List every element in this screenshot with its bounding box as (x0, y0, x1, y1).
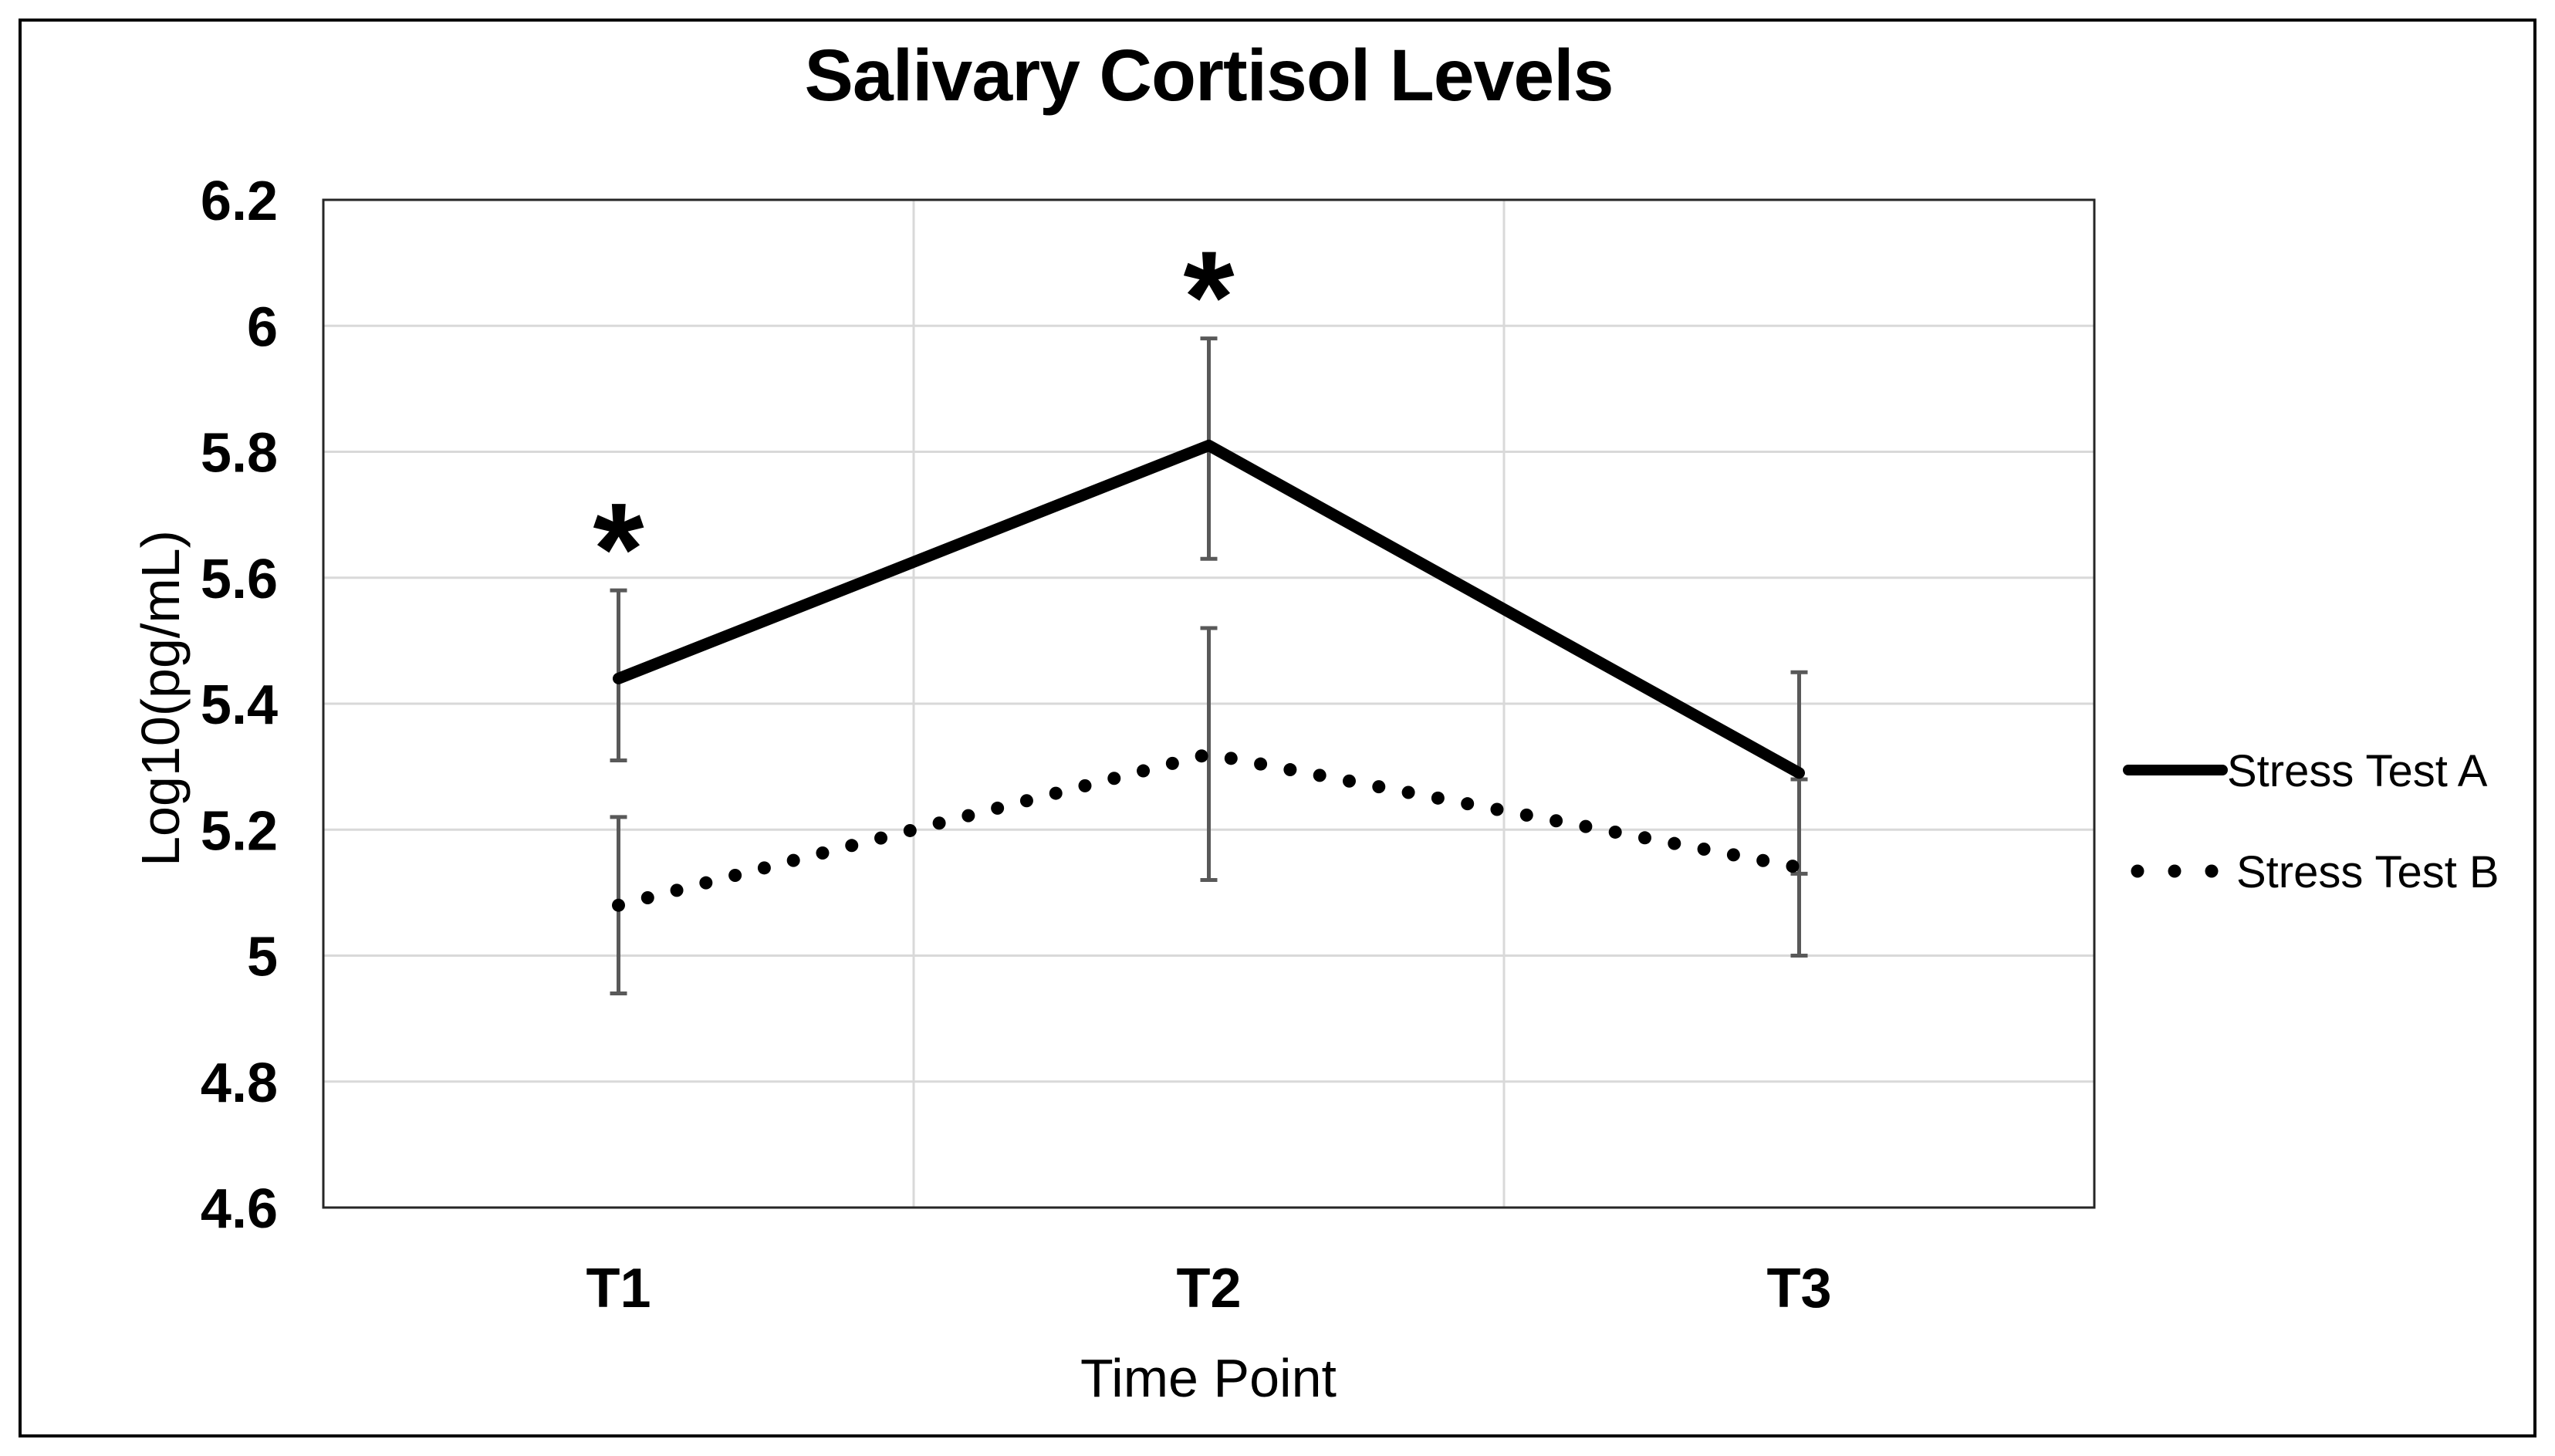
y-tick-label-6-2: 6.2 (201, 171, 278, 232)
chart-title: Salivary Cortisol Levels (804, 35, 1614, 117)
y-tick-label-5-2: 5.2 (201, 800, 278, 862)
error-bars (610, 336, 1808, 995)
significance-asterisk-t1: * (593, 476, 644, 623)
legend-marker-dot-icon (2205, 864, 2219, 878)
series-line-stress-test-a (613, 439, 1805, 779)
legend-label-stress-test-b: Stress Test B (2236, 847, 2499, 897)
x-tick-label-t2: T2 (1176, 1258, 1241, 1319)
x-axis-title: Time Point (1080, 1348, 1337, 1408)
legend-label-stress-test-a: Stress Test A (2227, 746, 2488, 796)
legend-marker-dot-icon (2131, 864, 2144, 878)
y-axis-tick-labels: 6.2 6 5.8 5.6 5.4 5.2 5 4.8 4.6 (201, 171, 278, 1240)
y-axis-title: Log10(pg/mL) (130, 530, 191, 867)
y-tick-label-5: 5 (247, 927, 278, 988)
y-tick-label-6: 6 (247, 296, 278, 358)
y-tick-label-4-6: 4.6 (201, 1178, 278, 1240)
legend: Stress Test A Stress Test B (2123, 746, 2499, 897)
y-tick-label-5-4: 5.4 (201, 674, 278, 736)
series-lines (612, 439, 1806, 912)
x-tick-label-t1: T1 (586, 1258, 651, 1319)
significance-asterisk-t2: * (1183, 225, 1234, 371)
y-tick-label-5-6: 5.6 (201, 549, 278, 610)
y-tick-label-4-8: 4.8 (201, 1052, 278, 1114)
x-tick-label-t3: T3 (1766, 1258, 1831, 1319)
plot-area-border (322, 198, 2096, 1209)
x-axis-tick-labels: T1 T2 T3 (586, 1258, 1831, 1319)
y-tick-label-5-8: 5.8 (201, 423, 278, 485)
legend-marker-dot-icon (2168, 864, 2182, 878)
